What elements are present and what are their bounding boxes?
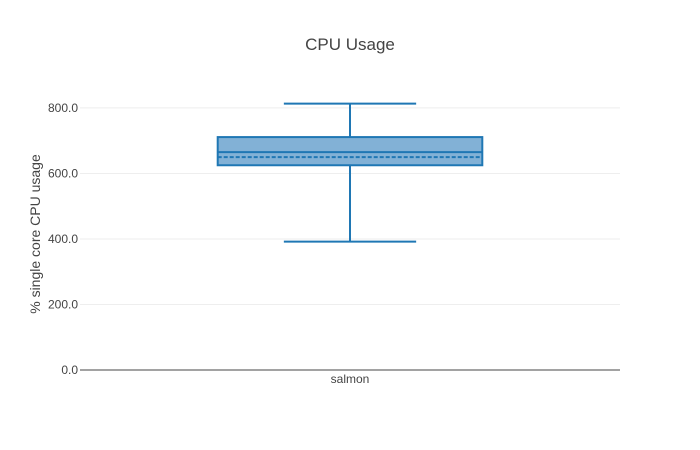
chart-title: CPU Usage [305,35,395,54]
box-plot-layer [216,102,484,243]
box-salmon [216,102,484,243]
y-tick-label: 600.0 [48,166,78,180]
y-tick-label: 800.0 [48,101,78,115]
y-axis-ticks: 0.0 200.0 400.0 600.0 800.0 [48,101,78,377]
y-axis-title: % single core CPU usage [27,154,43,314]
x-tick-label: salmon [331,372,370,386]
y-tick-label: 0.0 [61,363,78,377]
x-axis-ticks: salmon [331,372,370,386]
y-tick-label: 400.0 [48,232,78,246]
y-tick-label: 200.0 [48,297,78,311]
